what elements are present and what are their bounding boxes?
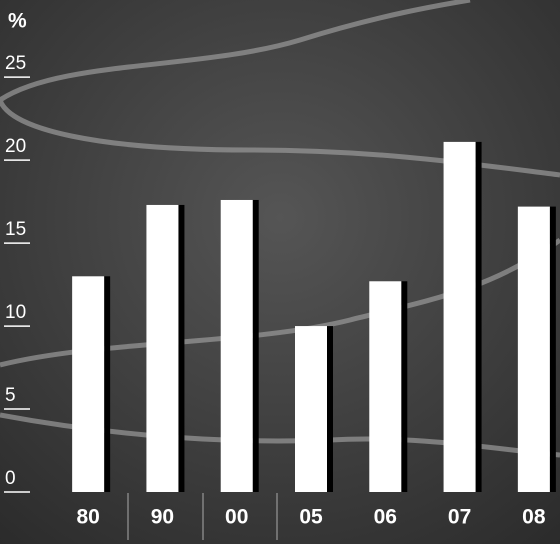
chart: % 051015202580900005060708 (0, 0, 560, 544)
x-tick-label: 06 (374, 506, 397, 529)
bar (518, 207, 550, 492)
bar-shadow (327, 326, 333, 492)
y-tick-label: 20 (5, 136, 26, 157)
bar-shadow (476, 142, 482, 492)
bar (72, 276, 104, 492)
y-tick-label: 25 (5, 53, 26, 74)
y-tick-label: 10 (5, 302, 26, 323)
x-tick-label: 90 (151, 506, 174, 529)
bar (146, 205, 178, 492)
x-tick-label: 80 (76, 506, 99, 529)
x-tick-label: 07 (448, 506, 471, 529)
bar (444, 142, 476, 492)
bar-shadow (550, 207, 556, 492)
bar (369, 281, 401, 492)
y-tick-label: 0 (5, 468, 16, 489)
y-tick-label: 5 (5, 385, 16, 406)
x-tick-label: 05 (299, 506, 323, 529)
bar (295, 326, 327, 492)
x-tick-label: 00 (225, 506, 248, 529)
bar-shadow (178, 205, 184, 492)
y-unit: % (8, 10, 27, 33)
bar-shadow (104, 276, 110, 492)
y-tick-label: 15 (5, 219, 26, 240)
x-tick-label: 08 (522, 506, 546, 529)
bar-shadow (401, 281, 407, 492)
bar (221, 200, 253, 492)
bar-shadow (253, 200, 259, 492)
